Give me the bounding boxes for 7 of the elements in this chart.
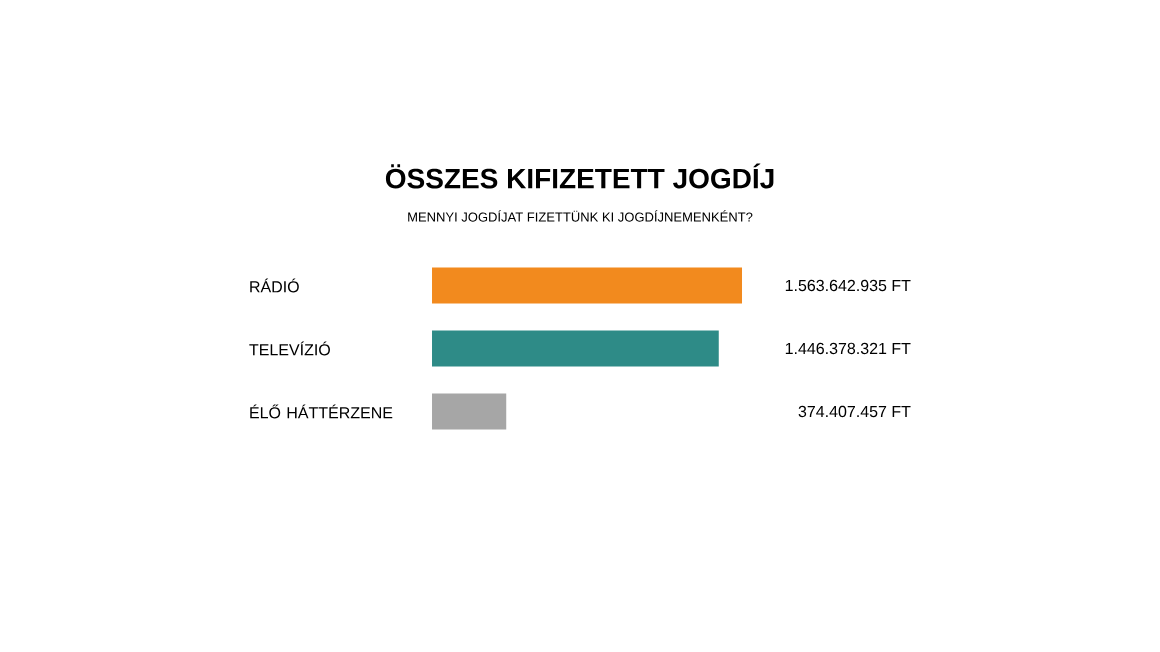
data-label: 374.407.457 FT (798, 405, 911, 418)
y-tick-label: RÁDIÓ (250, 278, 299, 293)
y-tick-label: TELEVÍZIÓ (249, 341, 330, 356)
data-label: 1.563.642.935 FT (785, 279, 911, 292)
y-tick-label: ÉLŐ HÁTTÉRZENE (250, 404, 393, 419)
data-label: 1.446.378.321 FT (785, 342, 911, 355)
chart-title: ÖSSZES KIFIZETETT JOGDÍJ (385, 163, 774, 189)
